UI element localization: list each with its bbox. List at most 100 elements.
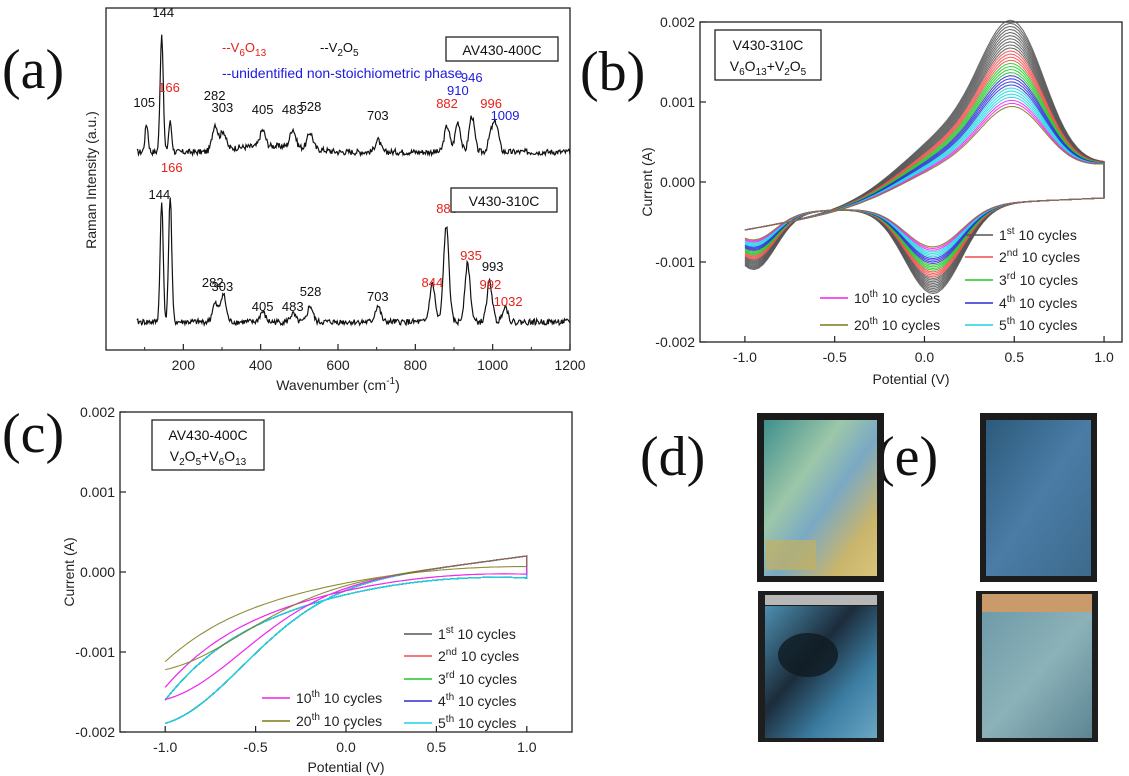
raman-peak-label: 105 [133, 95, 155, 110]
cv-c-legend-label: 20th 10 cycles [296, 712, 382, 729]
cv-c-cv-loop [164, 555, 528, 671]
raman-x-tick-label: 600 [326, 357, 350, 373]
cv-c-y-tick-label: -0.002 [75, 724, 115, 740]
raman-x-tick-label: 200 [172, 357, 196, 373]
raman-peak-label: 996 [480, 96, 502, 111]
raman-x-tick-label: 400 [249, 357, 273, 373]
panel-label-d: (d) [640, 426, 705, 488]
panel-label-a: (a) [2, 39, 64, 101]
raman-x-tick-label: 800 [404, 357, 428, 373]
raman-peak-label: 405 [252, 102, 274, 117]
cv-b-legend-label: 4th 10 cycles [999, 294, 1077, 311]
cv-c-x-axis-label: Potential (V) [307, 759, 384, 775]
raman-peak-label: 282 [204, 88, 226, 103]
cv-b-y-tick-label: -0.001 [655, 254, 695, 270]
cv-c-y-tick-label: -0.001 [75, 644, 115, 660]
cv-b-legend-label: 5th 10 cycles [999, 316, 1077, 333]
cv-c-x-tick-label: 0.0 [336, 739, 356, 755]
raman-x-axis-label: Wavenumber (cm-1) [276, 376, 400, 393]
cv-b-legend-label: 10th 10 cycles [854, 289, 940, 306]
raman-series-av430 [136, 34, 571, 158]
legend-v6o13: --V6O13 [222, 40, 267, 59]
raman-y-axis-label: Raman Intensity (a.u.) [83, 111, 99, 249]
cv-b-y-tick-label: 0.002 [660, 14, 695, 30]
raman-peak-label: 844 [421, 275, 443, 290]
cv-b-x-tick-label: 1.0 [1094, 349, 1114, 365]
film-photo-d-bottom [758, 591, 884, 742]
raman-peak-label: 166 [158, 80, 180, 95]
cv-b-legend-label: 2nd 10 cycles [999, 248, 1080, 265]
raman-peak-label: 483 [282, 299, 304, 314]
cv-c-y-tick-label: 0.001 [80, 484, 115, 500]
raman-peak-label: 144 [152, 5, 174, 20]
cv-b-y-tick-label: -0.002 [655, 334, 695, 350]
cv-c-x-tick-label: -0.5 [244, 739, 268, 755]
cv-b-legend-label: 1st 10 cycles [999, 226, 1077, 243]
cv-b-legend-label: 20th 10 cycles [854, 316, 940, 333]
panel-label-c: (c) [2, 403, 64, 465]
raman-peak-label: 935 [460, 248, 482, 263]
raman-peak-label: 1009 [491, 108, 520, 123]
raman-peak-label: 992 [479, 277, 501, 292]
raman-peak-label: 144 [149, 187, 171, 202]
cv-c-x-tick-label: 1.0 [517, 739, 537, 755]
film-photo-d-top [757, 413, 884, 582]
cv-c-y-tick-label: 0.002 [80, 404, 115, 420]
cv-b-y-tick-label: 0.000 [660, 174, 695, 190]
series-name-av430: AV430-400C [462, 42, 541, 58]
raman-peak-label: 528 [300, 99, 322, 114]
cv-b-x-tick-label: 0.0 [915, 349, 935, 365]
cv-c-y-tick-label: 0.000 [80, 564, 115, 580]
raman-peak-label: 166 [161, 160, 183, 175]
raman-peak-label: 282 [202, 275, 224, 290]
raman-peak-label: 910 [447, 83, 469, 98]
raman-peak-label: 405 [252, 299, 274, 314]
raman-peak-label: 993 [482, 259, 504, 274]
cv-b-x-tick-label: -1.0 [733, 349, 757, 365]
cv-b-legend-label: 3rd 10 cycles [999, 271, 1078, 288]
film-photo-e-bottom [976, 591, 1098, 742]
cv-c-y-axis-label: Current (A) [61, 537, 77, 606]
cv-b-y-axis-label: Current (A) [639, 147, 655, 216]
raman-peak-label: 1032 [494, 294, 523, 309]
cv-chart-av430: -1.0 -0.5 0.0 0.5 1.0 -0.002 -0.001 0.000 0.001 0… [61, 404, 573, 775]
cv-c-legend-label: 1st 10 cycles [438, 625, 516, 642]
raman-x-tick-label: 1000 [477, 357, 508, 373]
cv-c-legend-label: 2nd 10 cycles [438, 647, 519, 664]
cv-b-cv-loop [744, 105, 1105, 248]
panel-label-b: (b) [580, 41, 645, 103]
raman-peak-label: 483 [282, 102, 304, 117]
cv-c-legend-label: 5th 10 cycles [438, 714, 516, 731]
cv-b-sample-box [714, 29, 822, 81]
series-name-v430: V430-310C [469, 193, 540, 209]
raman-peak-label: 946 [461, 70, 483, 85]
cv-c-sample-box [151, 419, 265, 471]
cv-b-sample-name: V430-310C [733, 37, 804, 53]
cv-c-sample-phases: V2O5+V6O13 [170, 448, 247, 468]
cv-c-x-tick-label: -1.0 [153, 739, 177, 755]
series-box-v430 [450, 187, 558, 213]
cv-b-x-tick-label: -0.5 [823, 349, 847, 365]
raman-peak-label: 703 [367, 289, 389, 304]
raman-peak-label: 303 [212, 100, 234, 115]
series-box-av430 [445, 36, 559, 62]
raman-series-v430 [136, 197, 571, 328]
cv-c-sample-name: AV430-400C [168, 427, 247, 443]
raman-x-tick-label: 1200 [554, 357, 585, 373]
raman-peak-label: 703 [367, 108, 389, 123]
legend-v2o5: --V2O5 [320, 40, 359, 59]
cv-c-x-tick-label: 0.5 [427, 739, 447, 755]
cv-chart-v430: -1.0 -0.5 0.0 0.5 1.0 -0.002 -0.001 0.000 0.001 0… [639, 14, 1123, 387]
legend-unidentified-phase: --unidentified non-stoichiometric phase [222, 65, 463, 81]
film-photo-e-top [980, 413, 1097, 582]
cv-c-legend-label: 4th 10 cycles [438, 692, 516, 709]
cv-b-x-tick-label: 0.5 [1005, 349, 1025, 365]
cv-c-legend-label: 10th 10 cycles [296, 689, 382, 706]
raman-peak-label: 882 [436, 96, 458, 111]
cv-c-legend-label: 3rd 10 cycles [438, 670, 517, 687]
cv-b-y-tick-label: 0.001 [660, 94, 695, 110]
panel-label-e: (e) [876, 426, 938, 488]
raman-peak-label: 528 [300, 284, 322, 299]
